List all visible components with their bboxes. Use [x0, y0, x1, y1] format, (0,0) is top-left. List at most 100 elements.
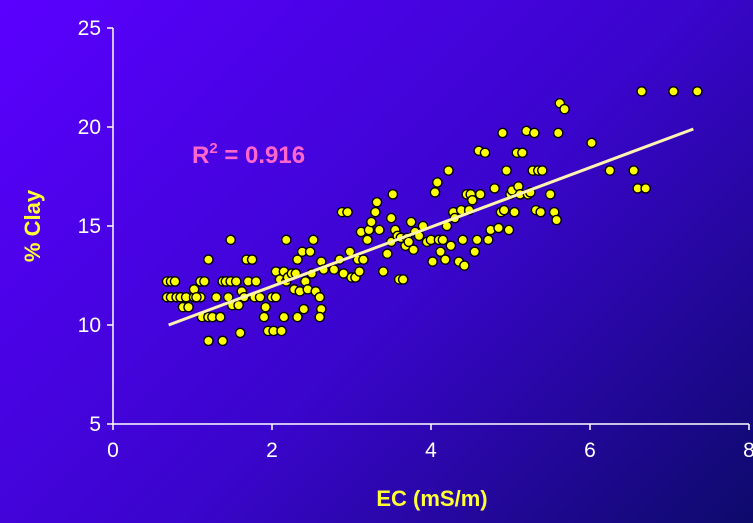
trendline: [168, 127, 694, 327]
data-point: [387, 189, 399, 200]
data-point: [215, 311, 226, 323]
data-point: [254, 291, 266, 303]
ticks: 0 2 4 6 8 5 10 15 20 25: [78, 17, 753, 462]
data-point: [445, 240, 457, 252]
y-tick-label: 20: [78, 116, 101, 139]
data-point: [211, 291, 222, 303]
data-point: [551, 214, 562, 226]
data-point: [529, 127, 540, 139]
data-point: [292, 311, 303, 323]
y-tick-label: 5: [89, 413, 101, 436]
data-point: [640, 183, 651, 194]
data-point: [183, 301, 194, 313]
data-point: [432, 177, 443, 188]
data-point: [225, 234, 236, 246]
data-point: [459, 260, 470, 271]
r-squared-prefix: R: [192, 142, 209, 169]
data-point: [370, 206, 381, 218]
data-point: [308, 234, 319, 246]
data-point: [429, 187, 441, 198]
data-point: [203, 335, 214, 347]
data-point: [544, 189, 556, 200]
data-point: [435, 246, 446, 258]
data-point: [292, 254, 303, 265]
data-point: [230, 276, 242, 287]
x-axis-title: EC (mS/m): [376, 486, 487, 511]
data-point: [474, 189, 486, 200]
data-point: [552, 127, 564, 139]
data-point: [471, 234, 483, 246]
data-point: [199, 276, 210, 287]
data-point: [440, 254, 451, 265]
y-axis-title: % Clay: [20, 189, 45, 262]
data-point: [437, 234, 449, 246]
x-tick-label: 2: [266, 439, 278, 462]
data-point: [427, 256, 438, 267]
data-point: [217, 335, 229, 347]
data-point: [298, 303, 310, 315]
data-point: [469, 246, 481, 258]
data-point: [503, 224, 515, 236]
data-point: [358, 254, 369, 265]
data-point: [489, 183, 500, 194]
data-point: [371, 196, 383, 208]
data-point: [250, 276, 262, 287]
data-point: [586, 137, 597, 149]
x-tick-label: 4: [425, 439, 437, 462]
data-point: [604, 165, 616, 176]
y-tick-label: 25: [78, 17, 101, 40]
data-points: [161, 86, 703, 347]
data-point: [258, 311, 270, 323]
data-point: [509, 206, 520, 218]
data-point: [342, 206, 353, 218]
data-point: [362, 234, 373, 246]
data-point: [377, 266, 389, 277]
data-point: [405, 216, 417, 228]
data-point: [537, 165, 548, 176]
data-point: [457, 234, 469, 246]
y-tick-label: 15: [78, 215, 101, 238]
x-tick-label: 0: [107, 439, 119, 462]
r-squared-annotation: R2 = 0.916: [192, 140, 305, 169]
data-point: [276, 325, 287, 337]
data-point: [479, 147, 491, 159]
data-point: [314, 291, 326, 303]
data-point: [191, 291, 202, 303]
data-point: [278, 311, 290, 323]
data-point: [281, 234, 292, 246]
data-point: [408, 244, 419, 256]
data-point: [517, 147, 528, 159]
data-point: [636, 86, 647, 97]
data-point: [559, 103, 570, 115]
data-point: [270, 291, 282, 303]
r-squared-value: = 0.916: [218, 142, 305, 169]
r-squared-superscript: 2: [209, 140, 217, 157]
data-point: [246, 254, 258, 265]
data-point: [493, 222, 504, 234]
data-point: [397, 274, 409, 285]
x-tick-label: 6: [584, 439, 596, 462]
data-point: [366, 216, 377, 228]
data-point: [467, 194, 478, 206]
data-point: [328, 264, 340, 275]
data-point: [443, 165, 454, 176]
data-point: [497, 127, 508, 139]
data-point: [692, 86, 703, 97]
data-point: [374, 224, 385, 236]
data-point: [169, 276, 181, 287]
data-point: [385, 212, 397, 224]
data-point: [403, 236, 415, 248]
data-point: [498, 204, 510, 216]
data-point: [501, 165, 512, 176]
data-point: [314, 311, 326, 323]
data-point: [260, 301, 271, 313]
data-point: [381, 248, 393, 260]
data-point: [234, 327, 246, 339]
data-point: [354, 266, 365, 277]
data-point: [203, 254, 214, 265]
y-tick-label: 10: [78, 314, 101, 337]
data-point: [668, 86, 679, 97]
x-tick-label: 8: [743, 439, 753, 462]
data-point: [233, 299, 244, 311]
